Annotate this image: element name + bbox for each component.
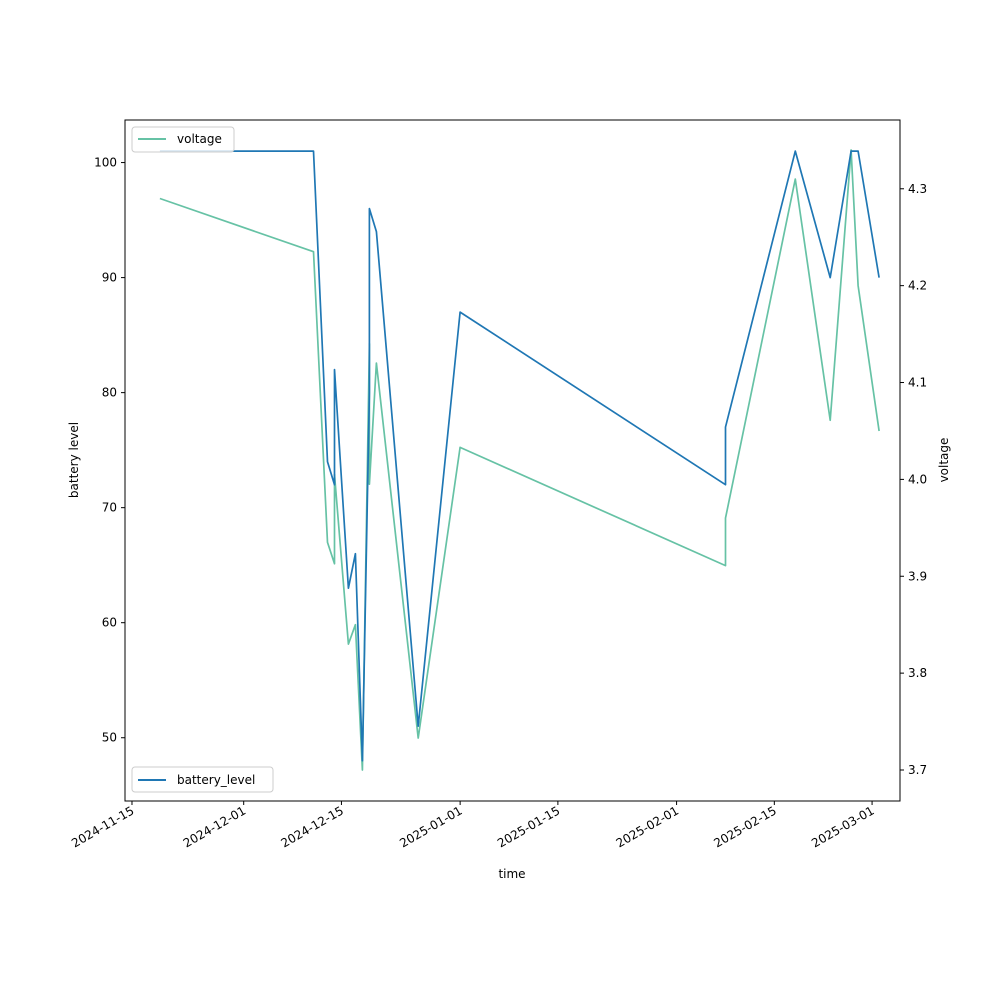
series-lines (159, 149, 880, 771)
x-tick-label: 2024-11-15 (69, 803, 136, 850)
legend-voltage: voltage (131, 126, 235, 153)
right-y-axis-ticks: 3.7 3.8 3.9 4.0 4.1 4.2 4.3 (900, 182, 927, 777)
left-y-axis-ticks: 50 60 70 80 90 100 (94, 156, 125, 745)
legend-voltage-box (131, 126, 235, 153)
left-y-tick-label: 50 (102, 731, 117, 745)
x-tick-label: 2025-01-01 (397, 803, 464, 850)
legend-battery-level: battery_level (131, 766, 274, 793)
right-y-axis-title: voltage (937, 438, 951, 483)
x-tick-label: 2025-02-01 (614, 803, 681, 850)
legend-battery-level-label: battery_level (177, 773, 255, 787)
legend-voltage-label: voltage (177, 132, 222, 146)
right-y-tick-label: 3.8 (908, 666, 927, 680)
series-line-voltage (159, 149, 880, 771)
x-axis-ticks: 2024-11-15 2024-12-01 2024-12-15 2025-01-01… (69, 801, 877, 850)
series-line-battery-level (159, 150, 880, 762)
right-y-tick-label: 4.2 (908, 279, 927, 293)
x-tick-label: 2025-03-01 (809, 803, 876, 850)
x-tick-label: 2025-01-15 (495, 803, 562, 850)
right-y-tick-label: 4.0 (908, 472, 927, 486)
x-tick-label: 2025-02-15 (711, 803, 778, 850)
left-y-tick-label: 70 (102, 501, 117, 515)
left-y-tick-label: 80 (102, 386, 117, 400)
plot-frame (124, 119, 901, 802)
right-y-tick-label: 4.3 (908, 182, 927, 196)
x-tick-label: 2024-12-15 (279, 803, 346, 850)
left-y-tick-label: 100 (94, 156, 117, 170)
left-y-tick-label: 90 (102, 271, 117, 285)
right-y-tick-label: 4.1 (908, 376, 927, 390)
right-y-tick-label: 3.9 (908, 569, 927, 583)
left-y-axis-title: battery level (67, 422, 81, 498)
left-y-tick-label: 60 (102, 616, 117, 630)
x-axis-title: time (498, 867, 525, 881)
x-tick-label: 2024-12-01 (181, 803, 248, 850)
right-y-tick-label: 3.7 (908, 763, 927, 777)
legend-battery-level-box (131, 766, 274, 793)
